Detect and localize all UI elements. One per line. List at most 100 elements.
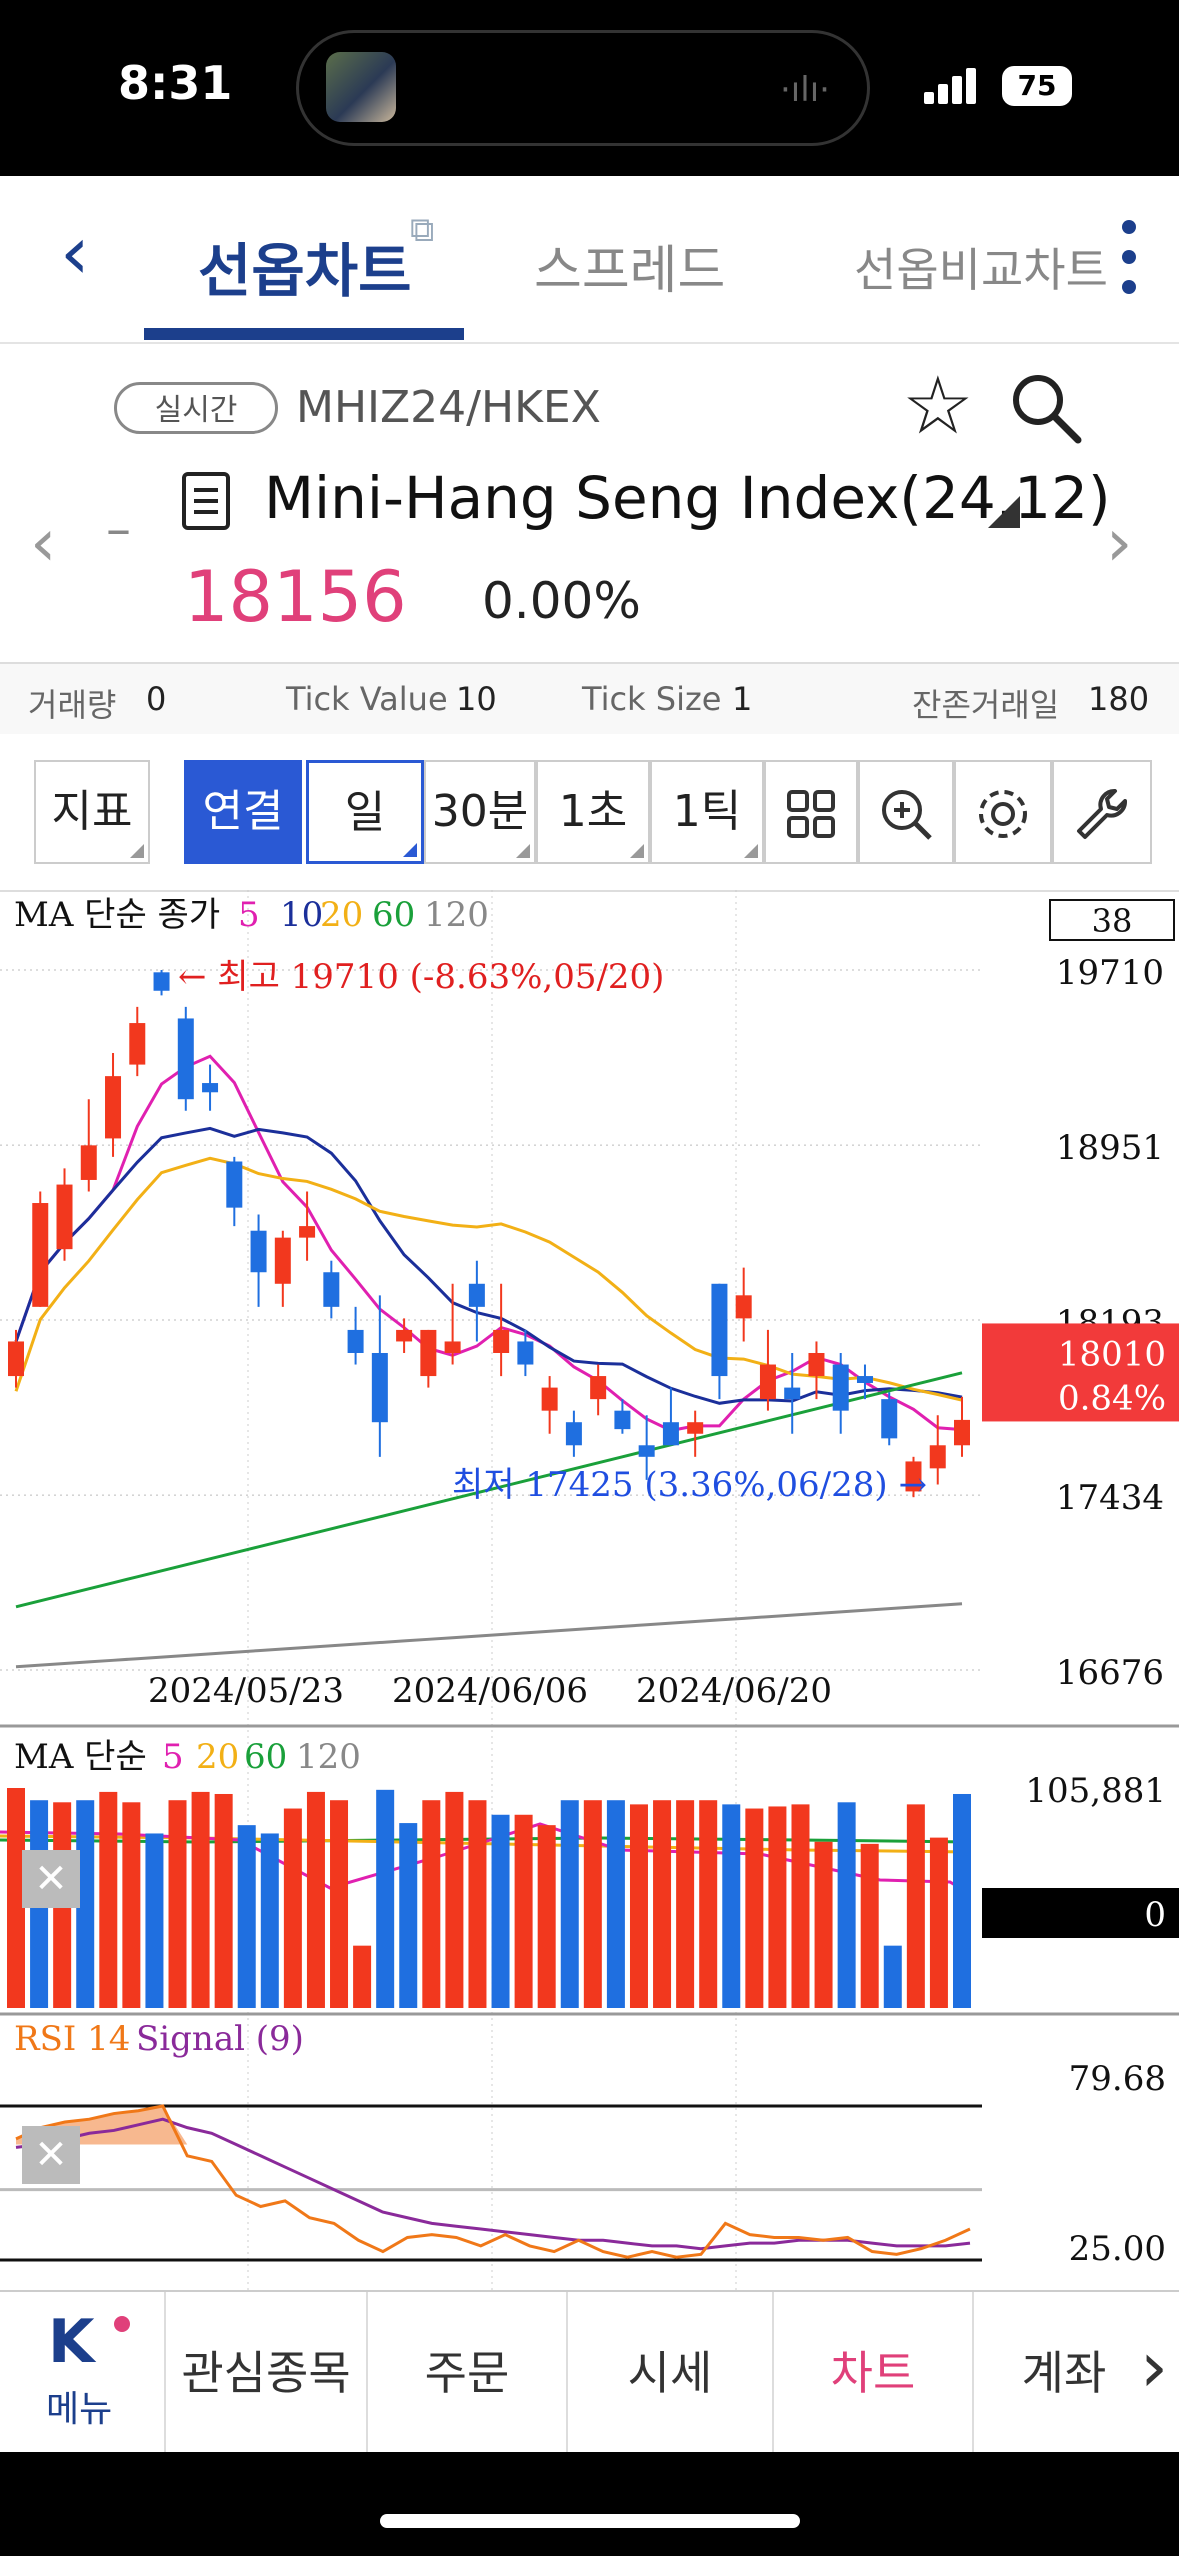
- candle-body: [784, 1387, 801, 1400]
- settings-button[interactable]: [954, 760, 1052, 864]
- audio-wave-icon: ·ılı·: [780, 70, 830, 110]
- split-window-icon[interactable]: ⧉: [410, 210, 435, 250]
- close-rsi-panel-icon[interactable]: [22, 2126, 80, 2184]
- search-icon[interactable]: [1008, 370, 1084, 446]
- ma20-line: [14, 1156, 963, 1402]
- prev-symbol-chevron-icon[interactable]: ‹: [30, 504, 57, 581]
- candle-body: [56, 1184, 73, 1250]
- zoom-in-icon: [882, 790, 932, 840]
- volume-label: 거래량: [28, 686, 117, 724]
- realtime-badge[interactable]: 실시간: [114, 382, 278, 434]
- volume-bar: [768, 1806, 787, 2008]
- candle-body: [832, 1364, 849, 1411]
- document-list-icon[interactable]: [180, 470, 232, 534]
- ma-period-label: 5: [238, 895, 260, 935]
- tab-spread[interactable]: 스프레드: [534, 241, 726, 301]
- volume-bar: [237, 1825, 256, 2008]
- close-volume-panel-glyph: ✕: [34, 1856, 68, 1902]
- next-symbol-chevron-icon[interactable]: ›: [1106, 504, 1133, 581]
- more-menu-icon[interactable]: [1122, 220, 1136, 310]
- volume-bar: [330, 1800, 349, 2008]
- candle-body: [735, 1295, 752, 1319]
- back-chevron-icon[interactable]: ‹: [60, 210, 90, 296]
- ma-period-label: 120: [424, 895, 489, 935]
- close-volume-panel-icon[interactable]: [22, 1850, 80, 1908]
- volume-bar: [745, 1808, 764, 2008]
- nav-account[interactable]: 계좌: [1021, 2346, 1107, 2400]
- candle-body: [80, 1145, 97, 1180]
- candle-body: [32, 1203, 49, 1307]
- nav-order[interactable]: 주문: [368, 2292, 568, 2454]
- volume-bar: [953, 1793, 971, 2008]
- zoom-button[interactable]: [858, 760, 954, 864]
- y-tick-label: 19710: [1056, 953, 1164, 993]
- candle-body: [468, 1283, 485, 1307]
- volume-bar: [537, 1825, 556, 2008]
- nav-menu[interactable]: K 메뉴: [0, 2292, 166, 2454]
- nav-menu-label: 메뉴: [46, 2389, 113, 2430]
- favorite-star-icon[interactable]: ☆: [902, 359, 974, 452]
- link-button[interactable]: 연결: [184, 760, 302, 864]
- nav-quote[interactable]: 시세: [568, 2292, 774, 2454]
- period-30min-button[interactable]: 30분: [424, 760, 536, 864]
- x-tick-label: 2024/06/20: [636, 1671, 832, 1711]
- candle-body: [881, 1399, 898, 1439]
- battery-indicator: 75: [1002, 66, 1072, 106]
- current-price-tag-pct: 0.84%: [1058, 1378, 1166, 1418]
- period-1sec-button[interactable]: 1초: [536, 760, 650, 864]
- indicator-button[interactable]: 지표: [34, 760, 150, 864]
- volume-bar: [837, 1802, 856, 2008]
- low-annotation: 최저 17425 (3.36%,06/28) →: [452, 1465, 927, 1505]
- rsi-y-tick: 79.68: [1069, 2059, 1166, 2099]
- candle-body: [396, 1329, 413, 1342]
- volume-bar: [399, 1823, 418, 2008]
- home-indicator[interactable]: [380, 2514, 800, 2528]
- tools-button[interactable]: [1052, 760, 1152, 864]
- volume-ma-label: 120: [296, 1737, 361, 1777]
- volume-ma-label: 60: [244, 1737, 287, 1777]
- symbol-dropdown-caret-icon[interactable]: [988, 496, 1020, 528]
- tab-futures-chart[interactable]: 선옵차트: [198, 237, 412, 305]
- candle-body: [105, 1076, 122, 1139]
- tab-compare-chart[interactable]: 선옵비교차트: [854, 243, 1108, 297]
- volume-bar: [629, 1804, 648, 2008]
- candle-body: [323, 1272, 340, 1307]
- period-1sec-label: 1초: [558, 786, 628, 837]
- candle-body: [929, 1445, 946, 1469]
- y-tick-label: 18951: [1056, 1128, 1164, 1168]
- rsi-signal-title: Signal (9): [136, 2019, 304, 2059]
- ma-period-label: 60: [372, 895, 415, 935]
- candle-body: [274, 1237, 291, 1284]
- ma-period-label: 10: [280, 895, 323, 935]
- volume-bar: [283, 1808, 302, 2008]
- rsi-title: RSI 14: [14, 2019, 130, 2059]
- period-day-button[interactable]: 일: [306, 760, 424, 864]
- gear-icon: [979, 790, 1027, 838]
- header-tabs: ‹ 선옵차트 ⧉ 스프레드 선옵비교차트: [0, 176, 1179, 344]
- cursor-value: 38: [1092, 902, 1133, 940]
- contract-info-bar: 거래량 0 Tick Value 10 Tick Size 1 잔존거래일 18…: [0, 662, 1179, 738]
- current-price: 18156: [184, 556, 407, 638]
- volume-bar: [260, 1833, 279, 2008]
- x-tick-label: 2024/05/23: [148, 1671, 344, 1711]
- volume-bar: [653, 1800, 672, 2008]
- candle-body: [711, 1283, 728, 1377]
- symbol-name[interactable]: Mini-Hang Seng Index(24.12): [264, 464, 1111, 532]
- nav-chart[interactable]: 차트: [774, 2292, 974, 2454]
- volume-bar: [583, 1800, 602, 2008]
- status-time: 8:31: [118, 56, 233, 110]
- nav-more-chevron-icon[interactable]: ›: [1140, 2326, 1168, 2408]
- period-30min-label: 30분: [431, 786, 529, 837]
- candle-body: [565, 1422, 582, 1446]
- now-playing-thumbnail[interactable]: [326, 52, 396, 122]
- volume-bar: [99, 1791, 118, 2008]
- candle-body: [905, 1461, 922, 1492]
- candle-body: [954, 1419, 970, 1446]
- nav-watchlist[interactable]: 관심종목: [166, 2292, 368, 2454]
- candle-body: [250, 1230, 267, 1273]
- candle-body: [590, 1376, 607, 1400]
- candle-body: [226, 1161, 243, 1208]
- layout-grid-button[interactable]: [764, 760, 858, 864]
- period-1tick-button[interactable]: 1틱: [650, 760, 764, 864]
